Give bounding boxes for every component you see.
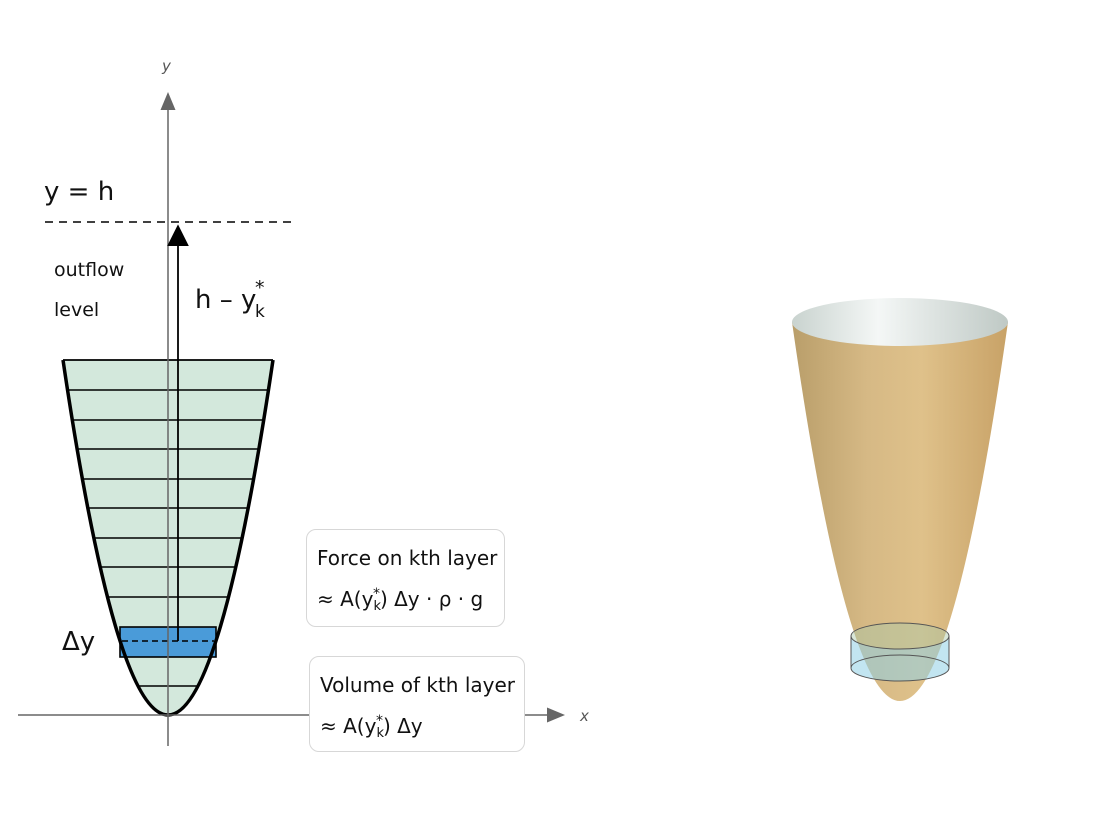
kth-layer-slice (850, 622, 950, 682)
paraboloid-3d-view (792, 298, 1008, 701)
height-label: h – y k * (195, 277, 265, 322)
delta-y-label: Δy (62, 627, 95, 657)
level-label: y = h (44, 177, 114, 207)
force-formula-sup: * (372, 586, 380, 602)
outflow-label-line2: level (54, 299, 99, 321)
force-formula-suffix: ) Δy · ρ · g (379, 587, 484, 611)
outflow-label-line1: outflow (54, 259, 124, 281)
volume-formula-suffix: ) Δy (382, 714, 423, 738)
paraboloid-surface (792, 322, 1008, 701)
force-formula-sub: k (373, 599, 381, 614)
volume-annotation-box: Volume of kth layer ≈ A(yk*) Δy (309, 656, 525, 752)
force-box-title: Force on kth layer (317, 546, 498, 570)
volume-formula-sub: k (376, 726, 384, 741)
height-label-sup: * (255, 277, 265, 299)
force-box-formula: ≈ A(yk*) Δy · ρ · g (317, 576, 494, 625)
volume-formula-prefix: ≈ A(y (320, 714, 377, 738)
y-axis-label: y (161, 57, 172, 75)
cross-section-diagram: x y y = h outflow level h – y k * Δy (18, 57, 589, 746)
height-label-sub: k (255, 302, 265, 322)
volume-formula-sup: * (375, 713, 383, 729)
x-axis-label: x (579, 707, 589, 725)
volume-box-title: Volume of kth layer (320, 673, 516, 697)
paraboloid-rim (792, 298, 1008, 346)
slice-top-ellipse (850, 622, 950, 650)
volume-box-formula: ≈ A(yk*) Δy (320, 703, 514, 752)
force-formula-prefix: ≈ A(y (317, 587, 374, 611)
slice-band (851, 636, 949, 681)
height-label-main: h – y (195, 285, 256, 315)
force-annotation-box: Force on kth layer ≈ A(yk*) Δy · ρ · g (306, 529, 505, 627)
